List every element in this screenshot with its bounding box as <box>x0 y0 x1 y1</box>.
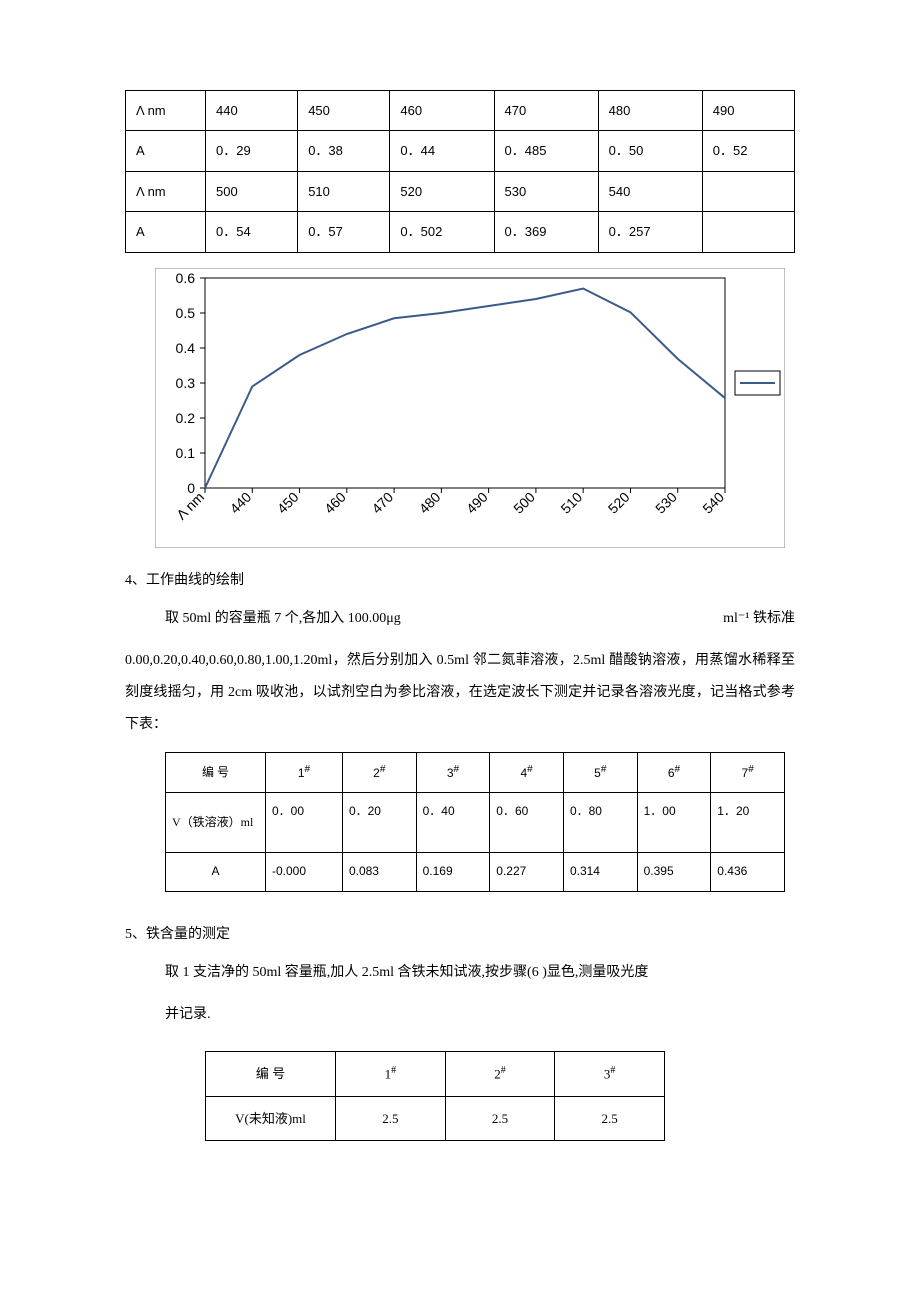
absorbance-chart: 00.10.20.30.40.50.6Λ nm44045046047048049… <box>155 268 785 548</box>
svg-text:0.3: 0.3 <box>176 375 196 391</box>
unknown-table: 编 号 1# 2# 3# V(未知液)ml 2.5 2.5 2.5 <box>205 1051 665 1141</box>
cell: 0．369 <box>494 212 598 252</box>
cell: 0．20 <box>342 793 416 853</box>
header: 3# <box>416 752 490 793</box>
row-label: A <box>126 131 206 171</box>
header: 7# <box>711 752 785 793</box>
cell: 0．57 <box>298 212 390 252</box>
svg-text:0.5: 0.5 <box>176 305 196 321</box>
cell <box>702 171 794 211</box>
row-label: Λ nm <box>126 91 206 131</box>
cell: 0．40 <box>416 793 490 853</box>
header: 1# <box>336 1052 446 1097</box>
cell: 440 <box>206 91 298 131</box>
header: 2# <box>445 1052 555 1097</box>
section4-body: 0.00,0.20,0.40,0.60,0.80,1.00,1.20ml，然后分… <box>125 645 795 742</box>
header: 6# <box>637 752 711 793</box>
cell: 0．485 <box>494 131 598 171</box>
cell <box>702 212 794 252</box>
cell: 530 <box>494 171 598 211</box>
row-label: Λ nm <box>126 171 206 211</box>
cell: 2.5 <box>445 1096 555 1140</box>
cell: 0．80 <box>563 793 637 853</box>
header: 2# <box>342 752 416 793</box>
header-label: 编 号 <box>206 1052 336 1097</box>
vol-label: V（铁溶液）ml <box>166 793 266 853</box>
cell: -0.000 <box>266 853 343 892</box>
cell: 0．502 <box>390 212 494 252</box>
vol-label: V(未知液)ml <box>206 1096 336 1140</box>
header: 3# <box>555 1052 665 1097</box>
cell: 520 <box>390 171 494 211</box>
cell: 470 <box>494 91 598 131</box>
cell: 0．50 <box>598 131 702 171</box>
chart-svg: 00.10.20.30.40.50.6Λ nm44045046047048049… <box>155 268 785 548</box>
cell: 0．54 <box>206 212 298 252</box>
cell: 540 <box>598 171 702 211</box>
svg-text:0.2: 0.2 <box>176 410 196 426</box>
section4-line1: 取 50ml 的容量瓶 7 个,各加入 100.00μg ml⁻¹ 铁标准 <box>125 603 795 635</box>
cell: 0．44 <box>390 131 494 171</box>
cell: 0．29 <box>206 131 298 171</box>
svg-text:0.4: 0.4 <box>176 340 196 356</box>
cell: 460 <box>390 91 494 131</box>
header: 1# <box>266 752 343 793</box>
section4-line1-left: 取 50ml 的容量瓶 7 个,各加入 100.00μg <box>165 603 401 635</box>
cell: 0.314 <box>563 853 637 892</box>
cell: 0．60 <box>490 793 564 853</box>
cell: 0．38 <box>298 131 390 171</box>
cell: 0．52 <box>702 131 794 171</box>
header: 4# <box>490 752 564 793</box>
cell: 490 <box>702 91 794 131</box>
cell: 2.5 <box>336 1096 446 1140</box>
section4-title: 4、工作曲线的绘制 <box>125 568 795 593</box>
section4-line1-right: ml⁻¹ 铁标准 <box>723 603 795 635</box>
section5-title: 5、铁含量的测定 <box>125 922 795 947</box>
cell: 0．00 <box>266 793 343 853</box>
cell: 1．00 <box>637 793 711 853</box>
cell: 450 <box>298 91 390 131</box>
calibration-table: 编 号 1# 2# 3# 4# 5# 6# 7# V（铁溶液）ml 0．00 0… <box>165 752 785 892</box>
svg-text:0.1: 0.1 <box>176 445 196 461</box>
section5-body1: 取 1 支洁净的 50ml 容量瓶,加人 2.5ml 含铁未知试液,按步骤(6 … <box>125 957 795 989</box>
header: 5# <box>563 752 637 793</box>
cell: 0.227 <box>490 853 564 892</box>
svg-text:0.6: 0.6 <box>176 270 196 286</box>
section5-body2: 并记录. <box>125 999 795 1031</box>
cell: 0.083 <box>342 853 416 892</box>
cell: 0.436 <box>711 853 785 892</box>
cell: 0.395 <box>637 853 711 892</box>
cell: 500 <box>206 171 298 211</box>
header-label: 编 号 <box>166 752 266 793</box>
cell: 510 <box>298 171 390 211</box>
a-label: A <box>166 853 266 892</box>
wavelength-table: Λ nm 440 450 460 470 480 490 A 0．29 0．38… <box>125 90 795 253</box>
row-label: A <box>126 212 206 252</box>
cell: 0.169 <box>416 853 490 892</box>
cell: 2.5 <box>555 1096 665 1140</box>
cell: 0．257 <box>598 212 702 252</box>
cell: 1．20 <box>711 793 785 853</box>
cell: 480 <box>598 91 702 131</box>
